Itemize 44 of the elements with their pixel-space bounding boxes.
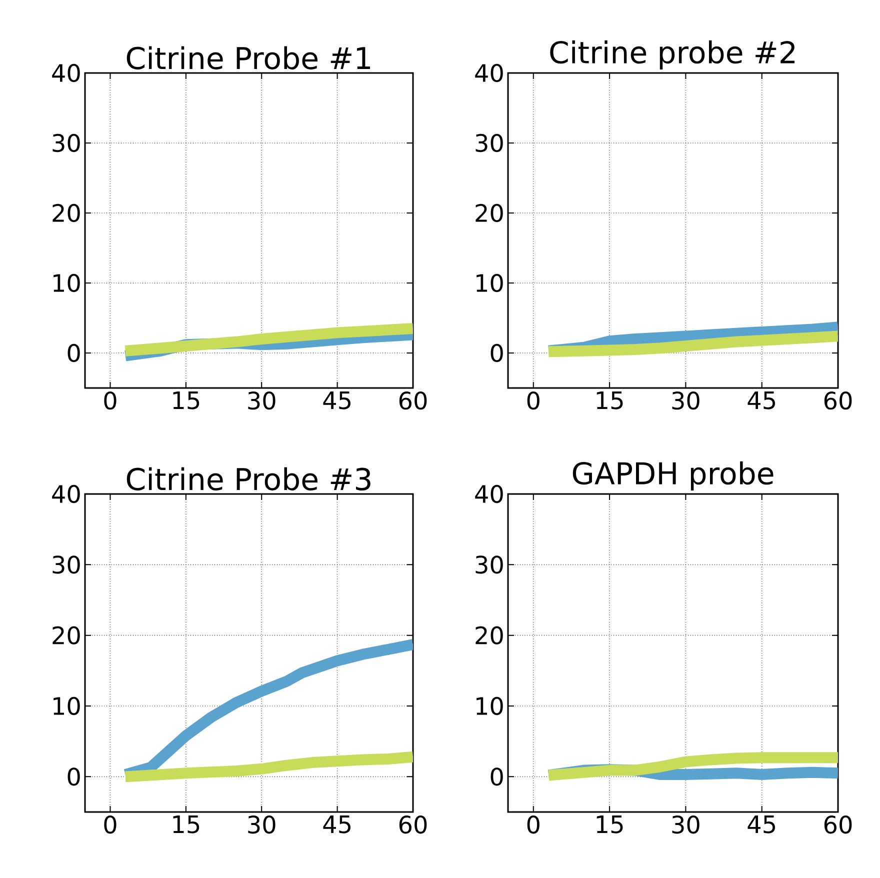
- y-tick-label: 10: [476, 696, 503, 716]
- y-tick-label: 20: [52, 626, 80, 644]
- x-tick-label: 15: [596, 816, 623, 834]
- x-tick-label: 15: [596, 392, 623, 410]
- chart-title: Citrine probe #2: [550, 40, 795, 70]
- x-tick-label: 0: [104, 392, 116, 410]
- x-tick-label: 60: [824, 816, 852, 834]
- y-tick-label: 0: [68, 768, 80, 786]
- x-tick-label: 30: [248, 816, 276, 834]
- y-tick-label: 20: [52, 204, 80, 222]
- chart-title: Citrine Probe #3: [126, 467, 370, 490]
- chart-title: GAPDH probe: [572, 461, 774, 490]
- y-tick-label: 40: [475, 484, 503, 504]
- x-tick-label: 30: [672, 816, 700, 834]
- y-tick-label: 40: [52, 484, 80, 504]
- y-tick-label: 30: [476, 556, 503, 574]
- y-tick-label: 10: [54, 696, 80, 716]
- x-tick-label: 45: [748, 392, 776, 410]
- y-tick-label: 40: [52, 64, 80, 82]
- y-tick-label: 30: [52, 556, 80, 574]
- y-tick-label: 30: [52, 134, 80, 152]
- x-tick-label: 0: [527, 816, 540, 834]
- x-tick-label: 15: [173, 816, 200, 834]
- y-tick-label: 10: [54, 274, 80, 292]
- y-tick-label: 0: [490, 344, 503, 362]
- y-tick-label: 10: [476, 274, 503, 292]
- x-tick-label: 0: [104, 816, 116, 834]
- x-tick-label: 60: [399, 392, 427, 410]
- y-tick-label: 20: [476, 204, 503, 222]
- x-tick-label: 15: [173, 392, 200, 410]
- y-tick-label: 30: [476, 134, 503, 152]
- x-tick-label: 30: [248, 392, 276, 410]
- y-tick-label: 40: [475, 64, 503, 82]
- y-tick-label: 0: [68, 344, 80, 362]
- x-tick-label: 60: [824, 392, 852, 410]
- x-tick-label: 45: [323, 392, 350, 410]
- x-tick-label: 0: [527, 392, 540, 410]
- chart-title: Citrine Probe #1: [126, 46, 370, 70]
- x-tick-label: 45: [323, 816, 350, 834]
- y-tick-label: 20: [476, 626, 503, 644]
- y-tick-label: 0: [490, 768, 503, 786]
- x-tick-label: 30: [672, 392, 700, 410]
- x-tick-label: 45: [748, 816, 776, 834]
- x-tick-label: 60: [399, 816, 427, 834]
